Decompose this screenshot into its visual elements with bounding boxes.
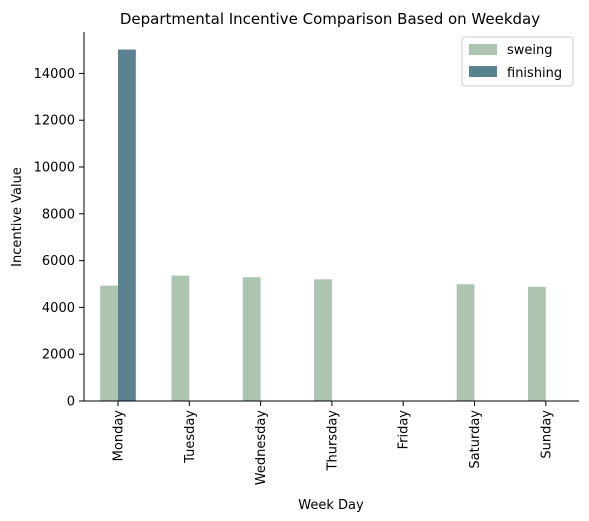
x-ticks-group: Monday Tuesday Wednesday Thursday Friday Satu…	[112, 401, 554, 486]
bar-finishing-monday	[118, 49, 136, 402]
chart-title: Departmental Incentive Comparison Based …	[120, 10, 540, 28]
legend-swatch-finishing	[469, 66, 497, 77]
bar-sweing-wednesday	[242, 277, 261, 401]
bar-sweing-thursday	[314, 279, 332, 401]
y-tick-label: 14000	[34, 67, 75, 82]
x-tick-label-tuesday: Tuesday	[183, 410, 198, 464]
bar-sweing-monday	[100, 285, 118, 401]
bar-sweing-tuesday	[171, 275, 190, 401]
y-tick-label: 2000	[42, 348, 75, 363]
bars-group	[100, 49, 546, 402]
x-tick-label-thursday: Thursday	[325, 410, 340, 472]
bar-sweing-sunday	[528, 286, 546, 401]
y-axis-title: Incentive Value	[10, 167, 25, 267]
legend-swatch-sweing	[469, 44, 497, 55]
y-tick-label: 0	[67, 395, 75, 410]
y-tick-label: 6000	[42, 254, 75, 269]
x-tick-label-sunday: Sunday	[539, 410, 554, 459]
y-tick-label: 8000	[42, 207, 75, 222]
x-tick-label-monday: Monday	[112, 410, 127, 462]
legend: sweing finishing	[461, 36, 574, 87]
bar-sweing-saturday	[456, 284, 475, 401]
y-tick-label: 10000	[34, 161, 75, 176]
legend-label-sweing: sweing	[507, 43, 553, 58]
x-tick-label-friday: Friday	[397, 410, 412, 450]
y-ticks-group: 0 2000 4000 6000 8000 10000 12000 14000	[34, 67, 84, 410]
legend-label-finishing: finishing	[507, 66, 562, 81]
y-tick-label: 4000	[42, 301, 75, 316]
x-axis-title: Week Day	[298, 498, 364, 513]
y-tick-label: 12000	[34, 114, 75, 129]
x-tick-label-saturday: Saturday	[468, 410, 483, 469]
x-tick-label-wednesday: Wednesday	[254, 410, 269, 486]
